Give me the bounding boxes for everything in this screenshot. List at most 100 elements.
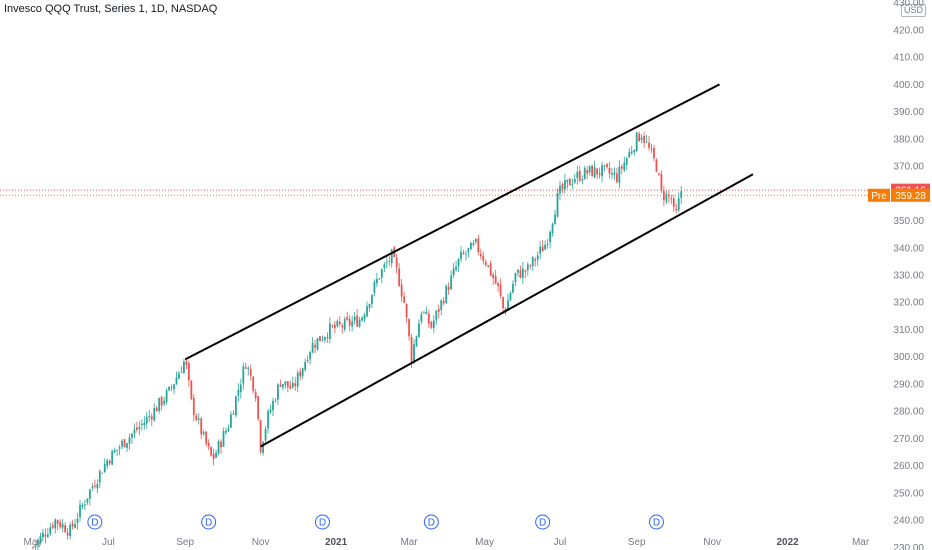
candle-body [227,428,230,431]
candle-body [410,337,413,362]
pre-market-tag [868,188,890,202]
candle-body [385,262,388,264]
candle-body [484,261,487,265]
price-labels: 361.16Pre359.28 [868,183,930,202]
candle-body [665,193,668,202]
candle-body [482,256,485,261]
candle-body [168,386,170,391]
candle-body [645,141,648,143]
candle-body [101,472,104,474]
candle-body [608,168,611,174]
candle-body [207,442,210,447]
candle-body [658,173,660,175]
candle-body [625,158,628,165]
candle-body [133,429,136,434]
candle-body [153,407,156,421]
candle-body [598,173,601,175]
candle-body [447,286,450,290]
candle-body [512,283,514,293]
candle-body [118,447,121,449]
dividend-marker [423,514,439,530]
candle-body [222,431,225,447]
x-tick-label: 2022 [776,537,799,548]
candle-body [136,427,138,430]
candle-body [596,168,598,175]
candle-body [499,284,502,296]
candle-body [328,323,331,339]
candle-body [635,132,638,152]
candle-body [472,243,475,245]
candle-body [244,367,247,369]
candle-body [672,198,675,207]
candle-body [111,450,114,465]
candle-body [470,242,472,250]
candle-body [34,545,37,548]
candle-body [41,532,44,538]
candle-body [165,390,168,403]
candle-body [613,172,616,175]
candle-body [89,489,91,499]
candle-body [395,257,398,268]
candle-body [190,380,193,399]
candle-body [415,336,418,346]
candle-body [430,322,433,328]
candle-body [163,400,166,404]
x-tick-label: Sep [176,537,194,548]
candle-body [155,407,158,412]
candle-body [71,523,74,527]
pre-market-tag-label: Pre [871,191,887,202]
candle-body [237,389,240,396]
candle-body [279,384,282,387]
candle-body [272,400,274,411]
candle-body [93,485,96,488]
candle-body [284,381,287,385]
candle-body [502,297,504,308]
candle-body [455,266,457,270]
candle-body [51,525,54,528]
candle-body [445,285,448,303]
candle-body [457,258,460,267]
candle-body [299,371,302,377]
candle-body [321,339,324,341]
candle-body [81,504,84,507]
candle-body [296,372,299,387]
candle-body [232,413,235,415]
candle-body [383,264,386,268]
candle-body [59,522,62,528]
price-axis: 230.00 240.00 250.00 260.00 270.00 280.00 290.… [893,0,924,550]
candle-body [197,418,200,420]
candle-body [108,460,111,464]
candle-body [294,383,297,387]
candle-body [388,261,391,262]
trend-channel [184,83,754,448]
currency-badge[interactable]: USD [901,4,927,17]
candles [32,131,683,550]
candle-body [653,148,655,158]
time-axis: May Jul Sep Nov 2021 Mar May Jul Sep Nov 2022 Mar [24,537,870,548]
price-tag [891,188,930,202]
candle-body [61,524,64,528]
candle-body [306,359,309,362]
candle-body [561,184,564,190]
candle-body [259,420,262,453]
candle-body [620,166,623,169]
candle-body [187,363,190,381]
x-tick-label: Jul [554,537,567,548]
candle-body [509,293,512,301]
candle-body [465,253,467,255]
candle-body [603,164,606,166]
price-lines [0,189,868,196]
y-tick-label: 300.00 [893,352,924,363]
candle-body [423,312,425,314]
price-tag-value: 359.28 [895,191,926,202]
candle-body [76,518,79,523]
candle-body [425,312,428,315]
candle-body [123,439,126,448]
candle-body [420,314,423,322]
dividend-marker [314,514,330,530]
candle-body [46,534,49,537]
candle-body [338,321,341,325]
candle-body [341,325,344,328]
candle-body [212,453,215,460]
